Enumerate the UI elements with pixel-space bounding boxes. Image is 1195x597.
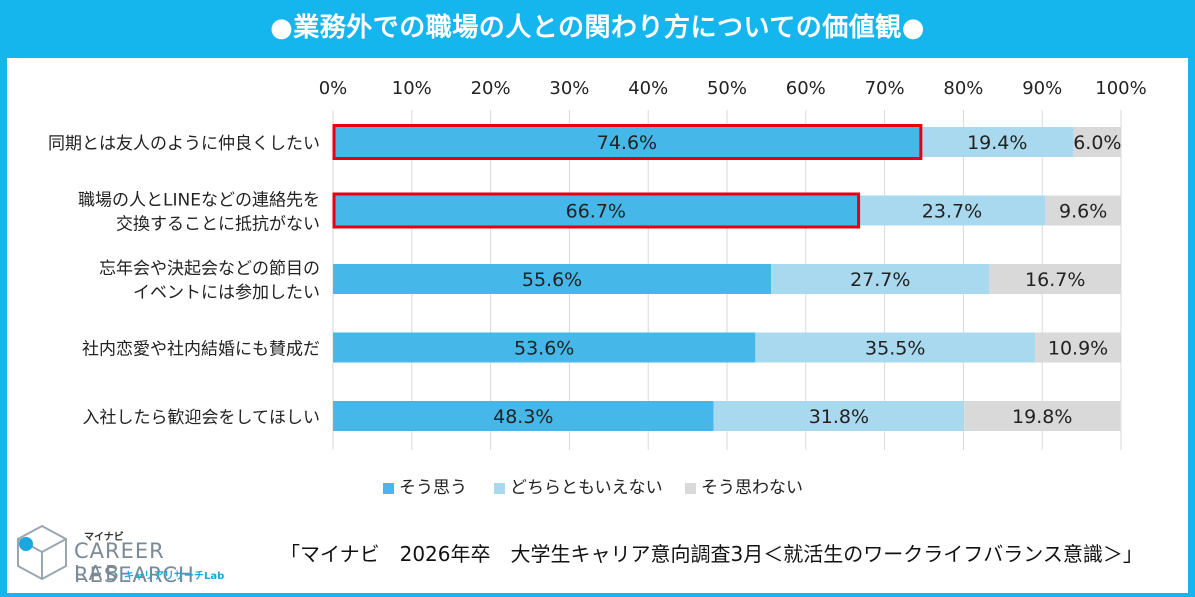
x-tick-label: 80% — [943, 78, 983, 99]
logo-lab-text: LAB — [74, 561, 123, 585]
category-label: 交換することに抵抗がない — [116, 215, 320, 235]
legend-swatch — [494, 483, 505, 494]
chart-panel: 0% 10% 20% 30% 40% 50% 60% 70% 80% 90% 100% 74.6% 19… — [7, 58, 1188, 593]
category-label: イベントには参加したい — [133, 283, 320, 303]
bar-segment — [964, 401, 1121, 431]
logo-brand-text: マイナビ — [84, 532, 124, 543]
bar-segment — [333, 332, 756, 363]
legend-swatch — [383, 483, 394, 494]
bar-segment — [755, 332, 1036, 363]
bar-segment — [1045, 195, 1121, 226]
bar-segment — [333, 127, 921, 157]
bar-segment — [771, 264, 990, 294]
data-label: 48.3% — [493, 406, 553, 428]
x-tick-label: 50% — [707, 78, 747, 99]
data-label: 6.0% — [1073, 132, 1121, 154]
legend-label: そう思わない — [701, 478, 803, 498]
highlight-outline — [332, 192, 861, 229]
legend-swatch — [685, 483, 696, 494]
x-tick-label: 10% — [392, 78, 432, 99]
x-tick-label: 70% — [865, 78, 905, 99]
legend-label: どちらともいえない — [510, 478, 663, 498]
data-label: 27.7% — [850, 269, 910, 291]
bar-segment — [920, 127, 1074, 157]
data-label: 35.5% — [865, 338, 925, 360]
data-label: 66.7% — [566, 201, 626, 223]
bar-segment — [1073, 127, 1121, 157]
x-tick-label: 0% — [319, 78, 348, 99]
data-label: 19.4% — [967, 132, 1027, 154]
x-tick-label: 100% — [1095, 78, 1146, 99]
logo-katakana-text: キャリアリサーチLab — [124, 571, 225, 582]
category-label: 入社したら歓迎会をしてほしい — [83, 408, 321, 428]
data-label: 55.6% — [522, 269, 582, 291]
x-tick-label: 40% — [628, 78, 668, 99]
data-label: 31.8% — [809, 406, 869, 428]
chart-title: ●業務外での職場の人との関わり方についての価値観● — [270, 13, 925, 43]
bar-segment — [989, 264, 1121, 294]
category-label: 職場の人とLINEなどの連絡先を — [78, 191, 320, 211]
data-label: 19.8% — [1012, 406, 1072, 428]
data-label: 53.6% — [514, 338, 574, 360]
career-research-lab-logo: マイナビ CAREER RESEARCH LAB キャリアリサーチLab — [12, 520, 282, 587]
logo-career-research-text: CAREER RESEARCH — [74, 539, 195, 587]
bar-segment — [333, 264, 772, 294]
category-label: 社内恋愛や社内結婚にも賛成だ — [82, 339, 320, 360]
bar-segment — [858, 195, 1046, 226]
bar-segment — [333, 401, 714, 431]
stacked-bar-chart: 0% 10% 20% 30% 40% 50% 60% 70% 80% 90% 100% 74.6% 19… — [48, 78, 1147, 498]
x-tick-label: 60% — [786, 78, 826, 99]
cube-logo-icon — [17, 524, 67, 581]
source-note: 「マイナビ 2026年卒 大学生キャリア意向調査3月＜就活生のワークライフバラン… — [280, 542, 1143, 566]
bar-segment — [333, 195, 859, 226]
category-label: 忘年会や決起会などの節目の — [99, 259, 320, 279]
data-label: 10.9% — [1048, 338, 1108, 360]
legend-label: そう思う — [399, 478, 467, 498]
data-label: 16.7% — [1025, 269, 1085, 291]
bar-segment — [1035, 332, 1121, 363]
bar-segment — [713, 401, 965, 431]
highlight-outline — [332, 124, 923, 160]
x-tick-label: 20% — [471, 78, 511, 99]
x-tick-label: 90% — [1022, 78, 1062, 99]
data-label: 9.6% — [1059, 201, 1107, 223]
data-label: 74.6% — [597, 132, 657, 154]
data-label: 23.7% — [922, 201, 982, 223]
x-tick-label: 30% — [549, 78, 589, 99]
category-label: 同期とは友人のように仲良くしたい — [48, 134, 320, 154]
